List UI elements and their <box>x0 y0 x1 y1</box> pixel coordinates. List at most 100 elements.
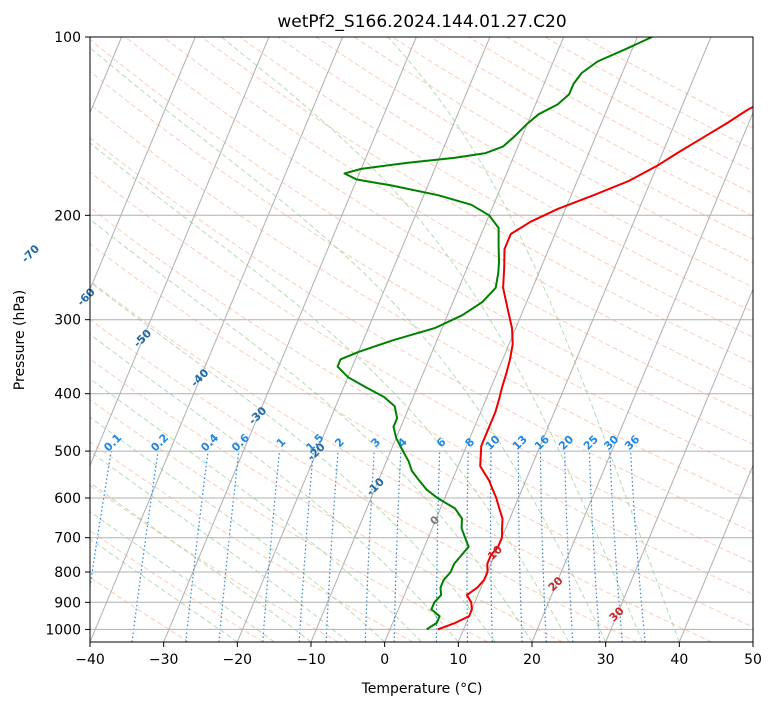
isotherm-label: -60 <box>75 285 98 308</box>
dry-adiabat <box>90 243 753 628</box>
y-tick-label: 700 <box>54 531 81 547</box>
moist-adiabat <box>387 37 680 642</box>
dry-adiabat <box>90 484 339 642</box>
moist-adiabat <box>90 218 533 642</box>
isotherm-line <box>384 37 638 642</box>
dry-adiabat <box>90 137 753 533</box>
dry-adiabat <box>90 358 563 642</box>
x-tick-label: −30 <box>149 652 179 668</box>
isotherm-line <box>90 37 196 291</box>
dry-adiabat <box>90 530 264 642</box>
dry-adiabat <box>90 441 414 642</box>
isotherm-line <box>310 37 565 642</box>
moist-adiabat <box>90 538 238 642</box>
mixing-ratio-label: 3 <box>369 435 384 450</box>
isotherm-line <box>163 37 417 642</box>
dry-adiabat <box>90 318 638 642</box>
y-axis: 100 200 300 400 500 600 700 800 900 1000 <box>45 30 90 638</box>
y-axis-label: Pressure (hPa) <box>12 290 28 390</box>
mixing-ratio-line <box>298 451 314 642</box>
isotherm-line <box>605 287 753 642</box>
moist-adiabat <box>90 450 349 642</box>
isotherm-label: -30 <box>246 404 269 427</box>
x-tick-label: −20 <box>223 652 253 668</box>
dry-adiabat <box>90 280 712 642</box>
y-tick-label: 400 <box>54 387 81 403</box>
x-tick-label: 30 <box>597 652 615 668</box>
mixing-ratio-label: 13 <box>510 433 530 453</box>
dry-adiabat <box>90 103 753 503</box>
y-tick-label: 900 <box>54 595 81 611</box>
x-tick-label: −10 <box>296 652 326 668</box>
y-tick-label: 500 <box>54 444 81 460</box>
isotherm-line <box>678 464 753 642</box>
dry-adiabat <box>90 399 488 642</box>
moist-adiabat <box>90 47 607 642</box>
isotherm-line <box>752 640 753 642</box>
dry-adiabat <box>506 37 753 172</box>
moist-adiabat <box>90 142 570 642</box>
isotherm-label: -40 <box>188 366 211 389</box>
x-tick-label: −40 <box>75 652 105 668</box>
isotherm-line <box>90 37 344 642</box>
x-tick-label: 10 <box>449 652 467 668</box>
isotherm-line <box>236 37 491 642</box>
y-tick-label: 800 <box>54 565 81 581</box>
dry-adiabat <box>277 37 753 313</box>
mixing-ratio-label: 1 <box>274 435 289 450</box>
dry-adiabat <box>90 38 753 445</box>
plot-frame <box>89 36 754 643</box>
y-tick-label: 100 <box>54 30 81 46</box>
x-tick-label: 0 <box>380 652 389 668</box>
mixing-ratio-line <box>218 451 240 642</box>
mixing-ratio-line <box>185 451 209 642</box>
line-labels: -100-90-80-70-60-50-40-30-20-1001020300.… <box>19 242 643 624</box>
background-lines <box>90 37 753 642</box>
moist-adiabat <box>90 510 275 642</box>
x-axis: −40 −30 −20 −10 0 10 20 30 40 50 <box>75 642 762 668</box>
isotherm-line <box>90 37 270 467</box>
moist-adiabat <box>90 481 312 642</box>
isotherm-label: -50 <box>131 327 154 350</box>
dry-adiabat <box>90 576 190 642</box>
isotherm-line <box>531 111 753 642</box>
mixing-ratio-line <box>262 451 281 642</box>
dry-adiabat <box>90 206 753 596</box>
moist-adiabat <box>90 333 459 642</box>
dry-adiabat <box>315 37 753 288</box>
isotherm-label: -70 <box>19 242 42 265</box>
mixing-ratio-label: 4 <box>395 435 410 450</box>
y-tick-label: 1000 <box>45 622 81 638</box>
mixing-ratio-label: 2 <box>332 435 347 450</box>
dry-adiabat <box>239 37 753 338</box>
dry-adiabat <box>430 37 753 217</box>
series-group <box>336 37 753 631</box>
mixing-ratio-label: 16 <box>532 432 552 452</box>
mixing-ratio-label: 36 <box>622 432 642 452</box>
moist-adiabat <box>90 378 422 642</box>
dewpoint-profile <box>336 37 653 631</box>
isotherm-label: -10 <box>364 475 387 498</box>
chart-title: wetPf2_S166.2024.144.01.27.C20 <box>277 12 566 32</box>
isotherm-label: 30 <box>607 604 627 624</box>
temperature-profile <box>437 105 753 631</box>
mixing-ratio-line <box>588 451 601 642</box>
mixing-ratio-line <box>539 451 547 642</box>
y-tick-label: 600 <box>54 491 81 507</box>
mixing-ratio-line <box>90 451 112 591</box>
dry-adiabat <box>90 70 753 474</box>
moist-adiabat <box>221 37 643 642</box>
moist-adiabat <box>90 281 496 642</box>
x-tick-label: 20 <box>523 652 541 668</box>
y-tick-label: 200 <box>54 208 81 224</box>
dry-adiabat <box>124 37 753 418</box>
x-tick-label: 40 <box>670 652 688 668</box>
dry-adiabat <box>353 37 753 264</box>
x-axis-label: Temperature (°C) <box>361 681 483 697</box>
mixing-ratio-label: 8 <box>463 435 478 450</box>
y-tick-label: 300 <box>54 313 81 329</box>
isotherm-label: 20 <box>546 574 566 594</box>
mixing-ratio-line <box>630 451 646 642</box>
x-tick-label: 50 <box>744 652 762 668</box>
